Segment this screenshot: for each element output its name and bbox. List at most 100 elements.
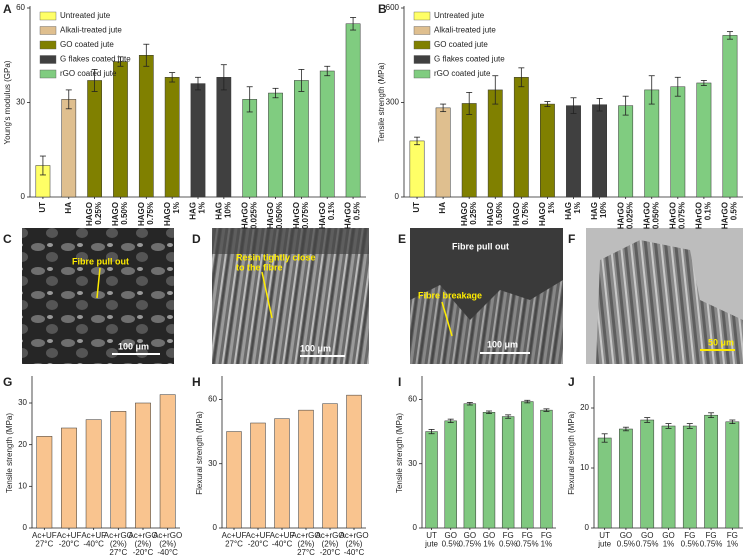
x-tick-label: -20°C	[320, 548, 341, 556]
x-tick-label: 27°C	[35, 540, 53, 549]
annotation: Resin tightly close	[236, 252, 316, 262]
bar	[298, 409, 314, 529]
error-bar	[220, 64, 227, 91]
x-tick-label: Ac+rGO	[128, 531, 157, 540]
x-tick-label: jute	[424, 540, 438, 549]
legend-swatch	[413, 40, 431, 50]
x-tick-label: Ac+UF	[32, 531, 57, 540]
x-tick-label: UT	[426, 531, 437, 540]
legend-swatch	[39, 40, 57, 50]
x-tick-label: HAGO	[85, 202, 94, 226]
x-tick-label: 1%	[541, 540, 553, 549]
x-tick-label: jute	[597, 540, 611, 549]
legend-label: Untreated jute	[434, 11, 485, 20]
x-tick-label: 0.050%	[275, 202, 284, 229]
legend-swatch	[39, 69, 57, 79]
x-tick-label: 0.75%	[521, 202, 530, 225]
error-bar	[543, 408, 550, 412]
legend-label: GO coated jute	[60, 40, 114, 49]
x-tick-label: 0.1%	[327, 202, 336, 220]
error-bar	[596, 98, 603, 112]
x-tick-label: 10%	[599, 202, 608, 218]
x-tick-label: HArGO	[318, 202, 327, 229]
x-tick-label: 0.75%	[636, 540, 659, 549]
x-tick-label: Ac+rGO	[153, 531, 182, 540]
x-tick-label: 0.25%	[94, 202, 103, 225]
x-tick-label: FG	[684, 531, 695, 540]
x-tick-label: -40°C	[157, 548, 178, 556]
panel-label: C	[3, 232, 12, 246]
error-bar	[447, 418, 454, 423]
bar	[644, 89, 660, 198]
legend-label: G flakes coated jute	[60, 55, 131, 64]
x-tick-label: HA	[64, 202, 73, 214]
error-bar	[414, 136, 421, 146]
error-bar	[665, 423, 672, 429]
legend-swatch	[39, 26, 57, 35]
bar	[36, 436, 53, 529]
error-bar	[486, 410, 492, 414]
error-bar	[648, 75, 655, 105]
annotation: Fibre pull out	[72, 256, 129, 266]
x-tick-label: Ac+UF	[222, 531, 247, 540]
error-bar	[65, 89, 72, 110]
x-tick-label: HArGO	[344, 202, 353, 229]
x-tick-label: (2%)	[110, 540, 127, 549]
x-tick-label: HArGO	[616, 202, 625, 229]
x-tick-label: Ac+rGO	[315, 531, 344, 540]
error-bar	[117, 56, 124, 67]
bar	[540, 409, 553, 529]
bar	[322, 403, 338, 529]
legend-swatch	[39, 55, 57, 64]
y-tick-label: 0	[585, 523, 590, 532]
x-tick-label: 1%	[663, 540, 675, 549]
panel-label: E	[398, 232, 406, 246]
bar	[274, 418, 290, 529]
bar	[463, 403, 477, 529]
bar	[444, 420, 457, 529]
x-tick-label: HArGO	[266, 202, 275, 229]
x-tick-label: Ac+rGO	[104, 531, 133, 540]
error-bar	[544, 101, 551, 107]
x-tick-label: GO	[464, 531, 476, 540]
panel-label: J	[568, 375, 575, 389]
x-tick-label: HAGO	[460, 202, 469, 226]
error-bar	[466, 92, 473, 115]
y-tick-label: 30	[16, 98, 25, 107]
x-tick-label: 0.5%	[353, 202, 362, 220]
error-bar	[505, 414, 512, 419]
legend-swatch	[413, 69, 431, 79]
panel-label: F	[568, 232, 575, 246]
x-tick-label: GO	[444, 531, 456, 540]
error-bar	[298, 69, 305, 92]
y-tick-label: 30	[18, 398, 27, 407]
x-tick-label: UT	[412, 202, 421, 213]
x-tick-label: FG	[522, 531, 533, 540]
bar	[670, 86, 686, 198]
micrograph-d: D Resin tightly close to the fibre 100 μ…	[192, 228, 369, 364]
bar	[592, 104, 607, 198]
x-tick-label: Ac+UF	[246, 531, 271, 540]
y-tick-label: 30	[408, 459, 417, 468]
bar	[159, 394, 176, 529]
legend-label: rGO coated jute	[60, 69, 117, 78]
x-tick-label: 0.5%	[499, 540, 517, 549]
x-tick-label: 27°C	[109, 548, 127, 556]
x-tick-label: 0.75%	[459, 540, 482, 549]
x-tick-label: Ac+UF	[57, 531, 82, 540]
bar	[696, 82, 712, 198]
x-tick-label: 27°C	[297, 548, 315, 556]
x-tick-label: FG	[727, 531, 738, 540]
error-bar	[492, 75, 499, 105]
bar	[461, 103, 477, 198]
x-tick-label: 27°C	[225, 540, 243, 549]
error-bar	[518, 67, 525, 88]
x-tick-label: 0.50%	[495, 202, 504, 225]
bar	[725, 421, 740, 529]
panel-label: D	[192, 232, 201, 246]
x-tick-label: 1%	[172, 202, 181, 214]
x-tick-label: GO	[483, 531, 495, 540]
y-tick-label: 600	[386, 3, 400, 12]
x-tick-label: HArGO	[642, 202, 651, 229]
